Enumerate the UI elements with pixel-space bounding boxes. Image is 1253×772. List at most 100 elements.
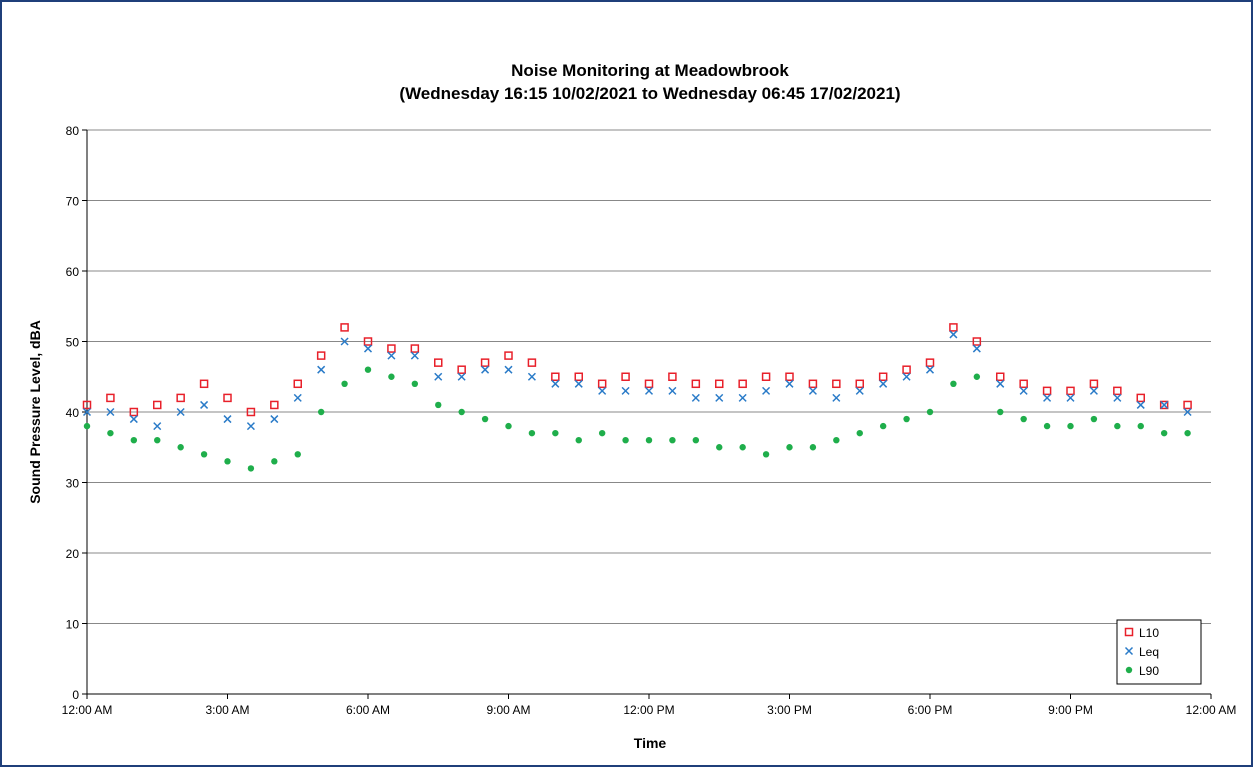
marker-dot — [1043, 422, 1051, 430]
marker-x — [363, 344, 373, 353]
marker-x — [715, 393, 724, 402]
marker-x — [996, 379, 1005, 388]
marker-x — [481, 365, 490, 374]
legend-label: L90 — [1139, 664, 1159, 678]
marker-x — [1183, 407, 1192, 417]
marker-dot — [1184, 429, 1191, 437]
marker-x — [738, 393, 747, 402]
marker-dot — [224, 458, 231, 465]
marker-x — [691, 393, 700, 402]
marker-square — [387, 344, 396, 353]
marker-dot — [739, 444, 746, 451]
y-tick-label: 0 — [72, 688, 79, 702]
marker-x — [1019, 386, 1028, 395]
marker-square — [1124, 627, 1134, 637]
marker-square — [1113, 386, 1122, 396]
marker-x — [387, 351, 396, 360]
marker-dot — [856, 429, 863, 437]
marker-x — [153, 422, 162, 431]
marker-x — [644, 386, 654, 395]
marker-square — [106, 393, 115, 403]
marker-square — [574, 372, 583, 381]
x-tick-label: 3:00 AM — [205, 703, 249, 717]
marker-dot — [528, 429, 536, 437]
marker-square — [1042, 386, 1052, 396]
marker-x — [1124, 646, 1134, 656]
marker-dot — [809, 444, 817, 451]
marker-dot — [411, 380, 419, 387]
marker-dot — [107, 429, 114, 437]
marker-x — [551, 379, 560, 388]
marker-x — [1089, 386, 1098, 395]
marker-x — [879, 379, 888, 388]
marker-dot — [622, 437, 629, 444]
marker-square — [996, 372, 1005, 381]
marker-x — [82, 407, 92, 417]
marker-dot — [200, 451, 208, 458]
y-tick-label: 40 — [66, 406, 80, 420]
marker-dot — [552, 429, 559, 437]
marker-square — [316, 351, 326, 360]
marker-dot — [317, 408, 325, 416]
marker-square — [644, 379, 654, 389]
marker-square — [668, 372, 677, 381]
marker-x — [200, 400, 209, 409]
marker-dot — [1160, 429, 1168, 437]
marker-square — [223, 393, 232, 403]
marker-x — [668, 386, 677, 395]
marker-dot — [786, 444, 793, 451]
marker-dot — [645, 437, 653, 444]
marker-square — [199, 379, 209, 389]
marker-x — [1136, 400, 1145, 409]
marker-square — [1066, 386, 1075, 396]
marker-dot — [1137, 422, 1144, 430]
marker-dot — [1067, 422, 1074, 430]
marker-dot — [903, 415, 910, 423]
marker-x — [574, 379, 583, 388]
marker-square — [527, 358, 537, 367]
marker-x — [1066, 393, 1075, 402]
y-axis-label: Sound Pressure Level, dBA — [27, 320, 43, 504]
x-axis-label: Time — [634, 735, 667, 751]
marker-dot — [341, 380, 348, 387]
marker-x — [1113, 393, 1122, 402]
x-tick-label: 9:00 PM — [1048, 703, 1093, 717]
marker-dot — [1020, 415, 1027, 423]
marker-dot — [364, 366, 372, 373]
marker-dot — [598, 429, 606, 437]
marker-square — [855, 379, 864, 389]
marker-square — [480, 358, 490, 367]
marker-x — [223, 415, 232, 424]
marker-x — [972, 344, 981, 353]
marker-x — [785, 379, 794, 388]
marker-x — [434, 372, 443, 381]
marker-square — [832, 379, 841, 389]
marker-square — [176, 393, 185, 403]
marker-square — [1019, 379, 1028, 389]
marker-square — [340, 323, 349, 332]
marker-square — [738, 379, 747, 389]
marker-square — [551, 372, 560, 381]
marker-dot — [575, 437, 582, 444]
x-tick-label: 9:00 AM — [486, 703, 530, 717]
marker-square — [902, 365, 911, 374]
marker-square — [363, 337, 373, 346]
y-tick-label: 30 — [66, 477, 80, 491]
legend-label: Leq — [1139, 645, 1159, 659]
marker-square — [715, 379, 724, 389]
marker-dot — [950, 380, 957, 387]
marker-square — [925, 358, 935, 367]
marker-dot — [271, 458, 278, 465]
marker-square — [82, 400, 92, 410]
marker-x — [246, 422, 255, 431]
marker-x — [129, 415, 138, 424]
marker-x — [106, 407, 115, 417]
x-tick-label: 6:00 AM — [346, 703, 390, 717]
marker-square — [1159, 400, 1169, 410]
marker-dot — [481, 415, 489, 423]
marker-square — [270, 400, 279, 410]
y-tick-label: 50 — [66, 336, 80, 350]
marker-x — [621, 386, 630, 395]
